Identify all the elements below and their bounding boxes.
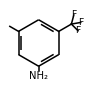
Text: F: F xyxy=(78,18,83,27)
Text: F: F xyxy=(75,26,81,35)
Text: F: F xyxy=(71,10,76,19)
Text: NH₂: NH₂ xyxy=(29,71,48,81)
